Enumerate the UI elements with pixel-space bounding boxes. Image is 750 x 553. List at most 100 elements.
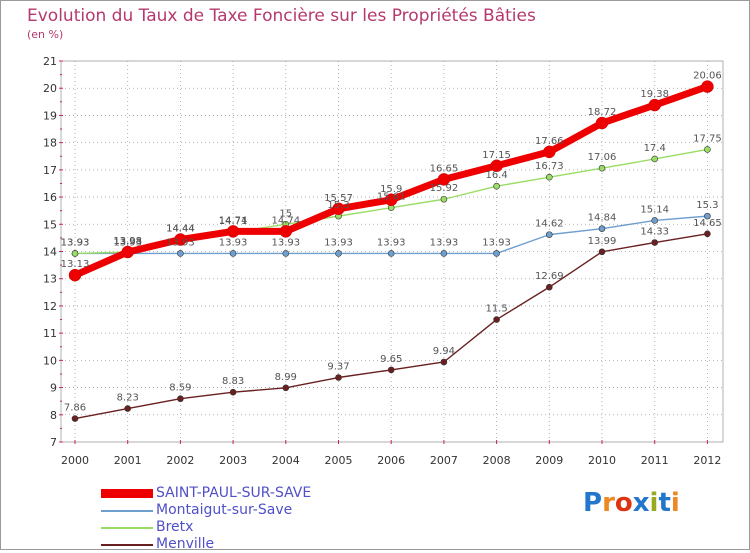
data-label: 9.37 [327, 362, 349, 373]
data-label: 13.93 [377, 237, 406, 248]
data-label: 8.83 [222, 376, 244, 387]
data-point [490, 159, 503, 173]
data-label: 17.4 [644, 143, 666, 154]
y-tick-label: 10 [43, 354, 57, 367]
data-point [701, 80, 714, 93]
x-tick-label: 2007 [430, 454, 458, 467]
data-point [545, 173, 553, 181]
y-tick-label: 9 [50, 382, 57, 395]
legend-label-bretx: Bretx [156, 519, 194, 535]
y-tick-label: 15 [43, 218, 57, 231]
x-tick-label: 2009 [535, 454, 563, 467]
data-label: 14.84 [588, 213, 617, 224]
legend-swatch-saint-paul [101, 489, 153, 498]
data-point [71, 250, 79, 257]
data-point [704, 230, 711, 238]
data-point [440, 195, 448, 203]
data-label: 14.65 [693, 218, 722, 229]
logo-letter: x [632, 488, 650, 518]
data-point [545, 283, 553, 291]
legend-label-menville: Menville [156, 536, 215, 552]
data-point [598, 248, 606, 256]
x-tick-label: 2003 [219, 454, 247, 467]
data-label: 7.86 [64, 403, 86, 414]
data-point [332, 202, 345, 216]
y-tick-label: 19 [43, 109, 57, 122]
series-layer [68, 80, 714, 422]
data-label: 13.93 [219, 237, 248, 248]
data-point [226, 225, 240, 238]
y-tick-label: 7 [50, 436, 57, 449]
data-point [493, 250, 500, 257]
x-tick-label: 2011 [641, 454, 669, 467]
data-label: 13.93 [61, 237, 90, 248]
data-point [651, 155, 659, 163]
x-tick-label: 2010 [588, 454, 616, 467]
data-label: 15.61 [377, 192, 406, 203]
data-point [704, 146, 711, 153]
data-label: 17.75 [693, 133, 722, 144]
data-point [648, 98, 661, 112]
data-label: 16.4 [485, 170, 507, 181]
chart-unit-label: (en %) [27, 28, 64, 41]
data-point [177, 395, 184, 403]
data-point [437, 173, 451, 186]
logo-letter: o [614, 488, 633, 518]
data-point [384, 193, 398, 207]
proxiti-logo: Proxiti [583, 488, 680, 518]
data-label: 16.73 [535, 161, 564, 172]
data-label: 9.94 [433, 346, 455, 357]
data-point [595, 116, 609, 130]
x-tick-label: 2002 [166, 454, 194, 467]
data-label: 16.65 [430, 163, 459, 174]
x-tick-label: 2001 [114, 454, 142, 467]
data-label: 15.14 [640, 204, 669, 215]
data-label: 13.98 [113, 236, 142, 247]
y-tick-label: 8 [50, 409, 57, 422]
data-point [279, 225, 293, 238]
x-tick-label: 2006 [377, 454, 405, 467]
data-point [335, 374, 342, 381]
data-label: 13.99 [588, 236, 617, 247]
data-point [335, 250, 342, 257]
data-label: 8.99 [275, 372, 297, 383]
data-point [651, 239, 659, 246]
data-label: 13.93 [166, 237, 195, 248]
data-label: 13.93 [61, 237, 90, 248]
logo-letter: P [583, 488, 603, 518]
data-label: 15.3 [327, 200, 349, 211]
y-tick-label: 17 [43, 164, 57, 177]
x-tick-label: 2004 [272, 454, 300, 467]
data-point [493, 182, 500, 190]
data-point [124, 405, 131, 412]
y-tick-label: 16 [43, 191, 57, 204]
data-point [229, 250, 237, 257]
legend-swatch-bretx [101, 527, 153, 529]
data-label: 14.62 [535, 219, 564, 230]
data-label: 12.69 [535, 271, 564, 282]
y-tick-label: 11 [43, 327, 57, 340]
data-point [121, 245, 134, 259]
data-point [177, 250, 184, 257]
logo-letter: i [670, 488, 680, 518]
data-label: 13.93 [430, 237, 459, 248]
y-tick-label: 20 [43, 82, 57, 95]
y-tick-label: 21 [43, 55, 57, 68]
logo-letter: i [649, 488, 659, 518]
data-label: 15.92 [430, 183, 459, 194]
data-point [543, 145, 556, 159]
x-tick-label: 2012 [693, 454, 721, 467]
y-tick-label: 14 [43, 246, 57, 259]
x-tick-label: 2008 [483, 454, 511, 467]
data-label: 19.38 [640, 89, 669, 100]
y-tick-label: 12 [43, 300, 57, 313]
data-point [545, 231, 553, 238]
data-point [598, 164, 606, 172]
data-point [598, 225, 606, 232]
data-label: 17.66 [535, 136, 564, 147]
data-label: 8.23 [117, 393, 139, 404]
logo-letter: t [658, 488, 671, 518]
data-point [229, 388, 237, 396]
data-label: 17.15 [482, 150, 511, 161]
